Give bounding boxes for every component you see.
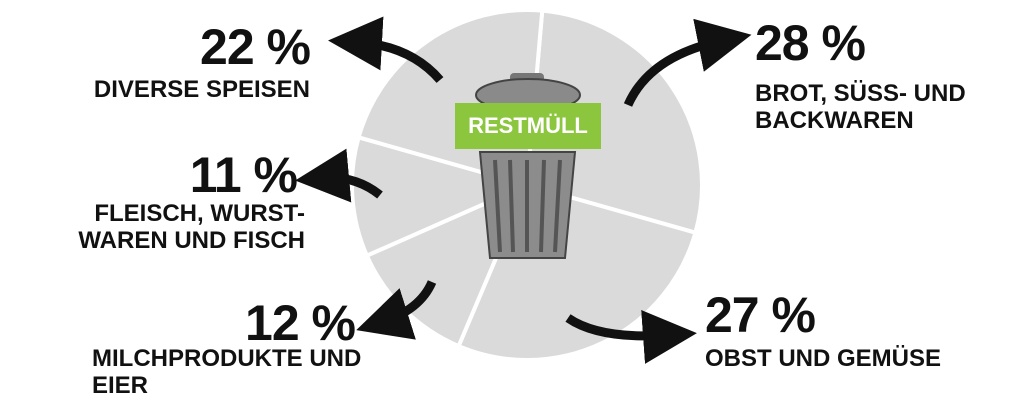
category-label: DIVERSE SPEISEN	[30, 76, 310, 103]
center-label: RESTMÜLL	[468, 113, 588, 138]
percent-label: 27 %	[705, 290, 815, 340]
category-label: MILCHPRODUKTE UND EIER	[92, 345, 362, 399]
percent-label: 12 %	[245, 298, 355, 348]
percent-label: 28 %	[755, 18, 865, 68]
category-label: BROT, SÜSS- UND BACKWAREN	[755, 80, 1010, 134]
category-label: FLEISCH, WURST-WAREN UND FISCH	[20, 200, 305, 254]
percent-label: 11 %	[190, 150, 297, 200]
category-label: OBST UND GEMÜSE	[705, 345, 1005, 372]
percent-label: 22 %	[200, 22, 310, 72]
infographic: RESTMÜLL 22 % DIVERSE SPEISEN 28 % BROT, SÜ…	[0, 0, 1017, 401]
